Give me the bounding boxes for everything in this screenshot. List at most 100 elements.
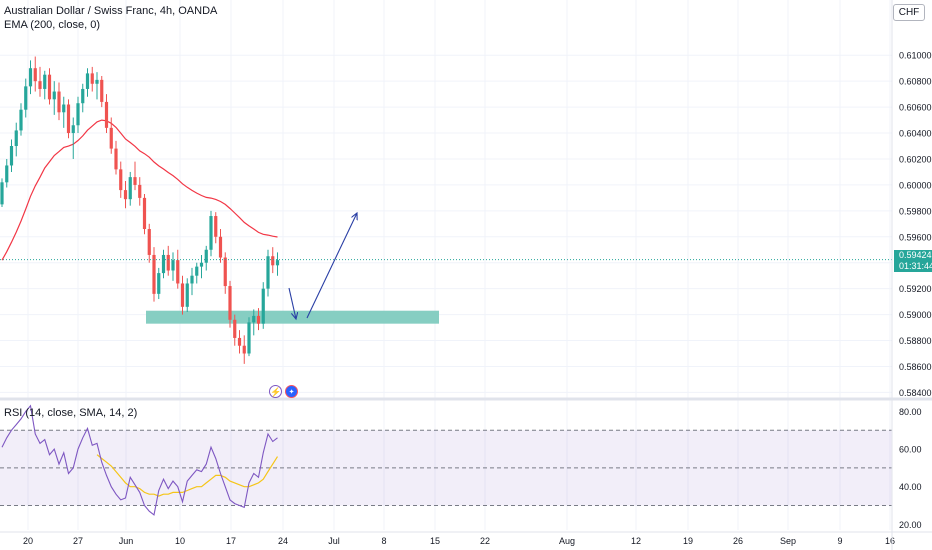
candle-body [271,256,275,266]
candle-body [233,319,237,338]
x-tick-label: 10 [175,536,185,546]
candle-body [71,125,75,134]
y-tick-label: 0.59200 [899,284,932,294]
candle-body [247,322,251,354]
y-tick-label: 0.60400 [899,129,932,139]
candle-body [237,337,242,346]
rsi-tick-label: 60.00 [899,445,922,455]
candle-body [81,88,85,104]
candle-body [176,260,180,284]
x-tick-label: 8 [381,536,386,546]
candle-body [218,236,223,258]
candle-body [109,127,113,149]
candle-body [47,74,52,100]
x-tick-label: 19 [683,536,693,546]
candle-body [199,262,204,267]
rsi-tick-label: 40.00 [899,482,922,492]
candle-body [33,68,37,82]
candle-body [123,190,128,200]
candle-body [161,254,166,274]
down-arrow [288,287,296,319]
x-tick-label: 24 [278,536,288,546]
candle-body [180,283,185,307]
candle-body [147,229,151,255]
x-tick-label: 16 [885,536,895,546]
candle-body [104,101,109,128]
lightning-bolt-icon[interactable]: ⚡ [269,385,282,398]
rsi-tick-label: 80.00 [899,407,922,417]
candle-body [38,81,42,89]
candle-body [228,286,232,320]
candle-body [128,177,132,200]
symbol-title: Australian Dollar / Swiss Franc, 4h, OAN… [4,5,218,17]
ema-line [1,119,278,261]
drawing-arrows [288,213,357,319]
candle-body [24,86,28,110]
ema-200-line [1,119,278,261]
x-tick-label: 9 [837,536,842,546]
y-tick-label: 0.60200 [899,154,932,164]
australia-flag-icon[interactable]: ✦ [285,385,298,398]
rsi-legend: RSI (14, close, SMA, 14, 2) [4,407,138,419]
last-price-value: 0.59424 [899,250,932,260]
support-zone [146,310,439,324]
candle-body [133,177,137,185]
candle-body [114,148,118,170]
currency-button[interactable]: CHF [893,4,925,21]
rsi-line [1,404,278,516]
candle-body [195,266,199,276]
candle-body [19,109,23,131]
candle-body [214,216,218,237]
x-tick-label: Jun [119,536,134,546]
x-tick-label: Sep [780,536,796,546]
x-tick-label: 20 [23,536,33,546]
candle-body [119,169,123,191]
candle-body [261,288,265,324]
candle-body [209,216,213,250]
candle-body [171,260,175,271]
x-tick-label: Aug [559,536,575,546]
candle-body [95,79,99,84]
rsi-sma-line [96,454,279,497]
y-tick-label: 0.60000 [899,180,932,190]
candle-body [5,165,9,183]
candle-body [57,91,61,113]
candle-body [242,345,246,354]
candle-body [266,256,270,289]
y-tick-label: 0.58800 [899,336,932,346]
x-tick-label: 17 [226,536,236,546]
x-tick-label: 22 [480,536,490,546]
bar-countdown: 01:31:44 [899,261,932,271]
y-tick-label: 0.59800 [899,206,932,216]
candle-body [142,197,147,230]
y-tick-label: 0.58600 [899,362,932,372]
candle-body [14,130,18,147]
candle-body [223,257,227,287]
candle-body [76,103,80,126]
candle-body [90,73,94,84]
x-tick-label: Jul [328,536,340,546]
candle-body [157,273,161,294]
candle-body [100,79,104,102]
candle-body [190,275,194,284]
candle-body [28,68,33,87]
x-tick-label: 26 [733,536,743,546]
x-tick-label: 15 [430,536,440,546]
rsi-pane [0,404,892,516]
candle-body [0,182,4,205]
candle-body [275,260,280,266]
x-tick-label: 12 [631,536,641,546]
rsi-tick-label: 20.00 [899,520,922,530]
candle-body [9,146,14,166]
candle-body [252,315,256,323]
candle-body [138,184,142,198]
support-zone-rect [146,310,439,324]
y-tick-label: 0.59600 [899,232,932,242]
y-tick-label: 0.58400 [899,388,932,398]
candle-body [256,315,261,324]
y-tick-label: 0.60600 [899,103,932,113]
candle-body [62,104,66,113]
candle-body [166,254,170,271]
